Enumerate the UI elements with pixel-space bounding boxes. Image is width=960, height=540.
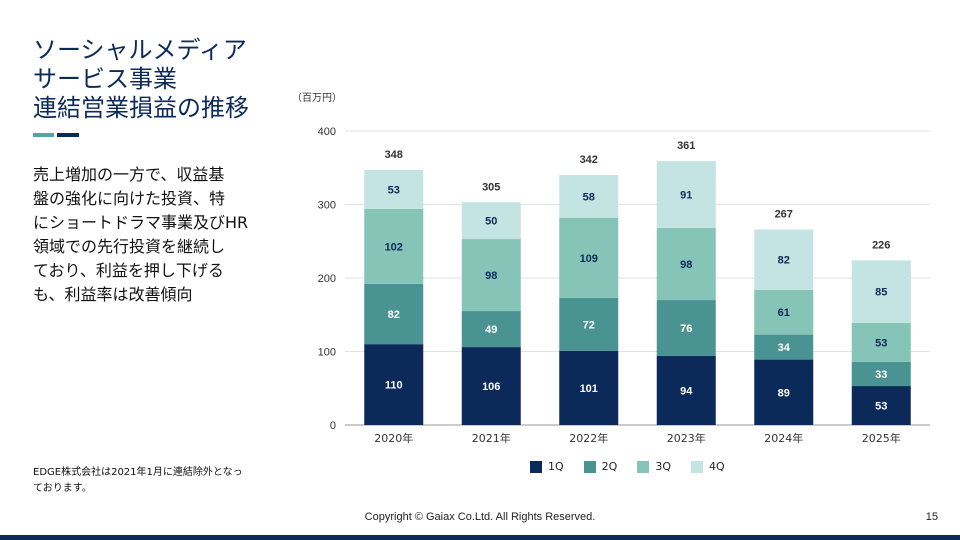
copyright-footer: Copyright © Gaiax Co.Ltd. All Rights Res…: [364, 511, 596, 523]
bar-4Q-3: [656, 161, 716, 229]
legend-item-4q: 4Q: [691, 460, 725, 473]
data-label-4Q-3: 91: [680, 190, 692, 202]
legend-item-3q: 3Q: [637, 460, 671, 473]
data-label-2Q-0: 82: [388, 309, 400, 321]
slide-description: 売上増加の一方で、収益基 盤の強化に向けた投資、特 にショートドラマ事業及びHR…: [33, 165, 249, 304]
data-label-3Q-5: 53: [875, 337, 887, 349]
data-label-3Q-0: 102: [385, 241, 403, 253]
footnote: EDGE株式会社は2021年1月に連結除外となっ ております。: [33, 467, 243, 494]
data-label-4Q-4: 82: [778, 255, 790, 267]
total-label-2: 342: [580, 154, 598, 166]
y-tick-label-100: 100: [318, 347, 336, 359]
bar-4Q-0: [364, 169, 424, 209]
bar-2Q-0: [364, 283, 424, 345]
bar-1Q-0: [364, 344, 424, 425]
y-axis-unit-label: （百万円）: [292, 93, 342, 104]
data-label-2Q-4: 34: [778, 342, 791, 354]
total-label-1: 305: [482, 181, 500, 193]
data-label-4Q-5: 85: [875, 287, 887, 299]
bar-4Q-4: [754, 229, 814, 290]
bar-2Q-4: [754, 334, 814, 360]
legend-swatch-2q: [583, 460, 596, 473]
y-tick-label-400: 400: [318, 126, 336, 138]
data-label-3Q-2: 109: [580, 253, 598, 265]
legend-label-1q: 1Q: [548, 460, 564, 473]
legend-swatch-3q: [637, 460, 650, 473]
y-tick-label-200: 200: [318, 273, 336, 285]
data-label-2Q-2: 72: [583, 319, 595, 331]
legend-label-2q: 2Q: [601, 460, 618, 473]
data-label-1Q-4: 89: [778, 387, 790, 399]
x-tick-label-1: 2021年: [472, 431, 511, 445]
total-label-5: 226: [872, 239, 890, 251]
data-label-2Q-3: 76: [680, 323, 692, 335]
bar-2Q-2: [559, 297, 619, 351]
bar-1Q-5: [851, 386, 911, 425]
legend-swatch-4q: [691, 460, 704, 473]
data-label-4Q-1: 50: [485, 216, 497, 228]
data-label-3Q-1: 98: [485, 270, 497, 282]
total-label-3: 361: [677, 140, 695, 152]
x-tick-label-0: 2020年: [374, 431, 413, 445]
data-label-1Q-1: 106: [482, 381, 500, 393]
x-tick-label-5: 2025年: [862, 431, 901, 445]
x-tick-label-2: 2022年: [569, 431, 608, 445]
title-accent-bar: [33, 133, 79, 137]
total-label-4: 267: [775, 208, 793, 220]
bar-1Q-4: [754, 359, 814, 425]
bar-3Q-0: [364, 208, 424, 284]
bar-4Q-5: [851, 260, 911, 323]
data-label-1Q-2: 101: [580, 383, 598, 395]
legend-label-3q: 3Q: [655, 460, 672, 473]
data-label-4Q-2: 58: [583, 191, 595, 203]
bar-3Q-1: [461, 239, 521, 312]
data-label-2Q-1: 49: [485, 324, 497, 336]
data-label-1Q-0: 110: [385, 380, 403, 392]
bottom-bar: [0, 535, 960, 540]
bar-4Q-1: [461, 202, 521, 240]
bar-1Q-1: [461, 347, 521, 425]
data-label-3Q-4: 61: [778, 307, 790, 319]
bar-2Q-5: [851, 361, 911, 387]
x-tick-label-4: 2024年: [764, 431, 803, 445]
page-number: 15: [925, 511, 938, 523]
data-label-1Q-3: 94: [680, 385, 693, 397]
y-tick-label-0: 0: [330, 420, 336, 432]
chart-legend: 1Q 2Q 3Q 4Q: [530, 460, 725, 473]
data-label-2Q-5: 33: [875, 369, 887, 381]
bar-1Q-2: [559, 350, 619, 425]
data-label-3Q-3: 98: [680, 259, 692, 271]
x-tick-label-3: 2023年: [667, 431, 706, 445]
total-label-0: 348: [385, 149, 403, 161]
data-label-4Q-0: 53: [388, 184, 400, 196]
data-label-1Q-5: 53: [875, 401, 887, 413]
bar-3Q-5: [851, 322, 911, 362]
y-tick-label-300: 300: [318, 200, 336, 212]
bar-2Q-1: [461, 311, 521, 348]
legend-item-2q: 2Q: [583, 460, 618, 473]
bar-4Q-2: [559, 175, 619, 218]
bar-1Q-3: [656, 355, 716, 425]
bar-2Q-3: [656, 300, 716, 356]
legend-label-4q: 4Q: [709, 460, 725, 473]
bar-3Q-4: [754, 289, 814, 335]
bar-3Q-2: [559, 217, 619, 298]
legend-item-1q: 1Q: [530, 460, 564, 473]
slide-title: ソーシャルメディア サービス事業 連結営業損益の推移: [33, 36, 249, 122]
bar-3Q-3: [656, 228, 716, 301]
legend-swatch-1q: [530, 460, 542, 473]
